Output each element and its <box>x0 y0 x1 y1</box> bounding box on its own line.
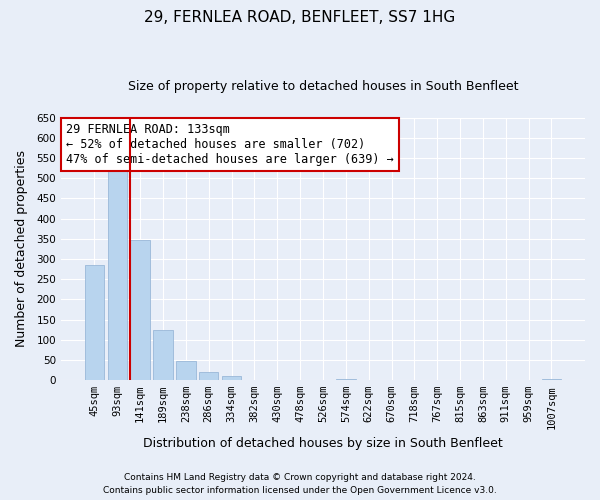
Bar <box>542 379 561 380</box>
Bar <box>85 265 104 380</box>
Bar <box>130 240 150 380</box>
Bar <box>222 376 241 380</box>
Bar <box>199 372 218 380</box>
Bar <box>154 330 173 380</box>
Bar <box>336 379 356 380</box>
Title: Size of property relative to detached houses in South Benfleet: Size of property relative to detached ho… <box>128 80 518 93</box>
Bar <box>176 360 196 380</box>
Y-axis label: Number of detached properties: Number of detached properties <box>15 150 28 348</box>
Text: 29, FERNLEA ROAD, BENFLEET, SS7 1HG: 29, FERNLEA ROAD, BENFLEET, SS7 1HG <box>145 10 455 25</box>
Text: Contains HM Land Registry data © Crown copyright and database right 2024.
Contai: Contains HM Land Registry data © Crown c… <box>103 474 497 495</box>
Bar <box>107 168 127 380</box>
X-axis label: Distribution of detached houses by size in South Benfleet: Distribution of detached houses by size … <box>143 437 503 450</box>
Text: 29 FERNLEA ROAD: 133sqm
← 52% of detached houses are smaller (702)
47% of semi-d: 29 FERNLEA ROAD: 133sqm ← 52% of detache… <box>66 123 394 166</box>
